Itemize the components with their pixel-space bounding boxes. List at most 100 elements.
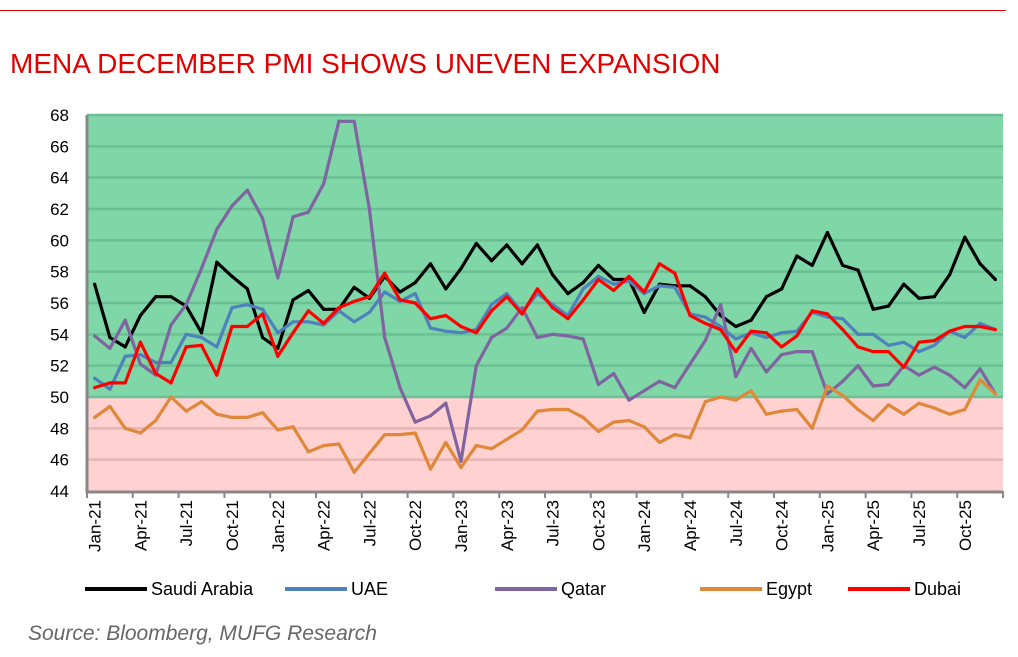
data-point [612, 420, 616, 424]
data-point [627, 274, 631, 278]
data-point [260, 216, 265, 220]
data-point [947, 412, 952, 416]
data-point [398, 386, 402, 390]
data-point [963, 235, 967, 239]
data-point [917, 401, 921, 405]
data-point [764, 331, 768, 335]
x-tick-label: Oct-22 [406, 500, 425, 551]
data-point [978, 262, 982, 266]
data-point [886, 403, 891, 407]
data-point [657, 379, 662, 383]
data-point [108, 346, 112, 351]
data-point [154, 418, 158, 423]
data-point [673, 433, 677, 437]
data-point [199, 331, 204, 335]
x-tick-label: Apr-23 [498, 500, 517, 551]
background-band [87, 115, 1003, 397]
data-point [795, 254, 799, 258]
data-point [184, 332, 188, 336]
data-point [917, 349, 921, 354]
data-point [703, 315, 707, 319]
data-point [352, 470, 356, 474]
y-tick-label: 58 [50, 263, 69, 282]
data-point [688, 313, 692, 318]
x-tick-label: Apr-25 [864, 500, 883, 551]
x-tick-label: Jul-22 [360, 500, 379, 546]
data-point [413, 301, 417, 305]
data-point [642, 310, 646, 314]
data-point [978, 367, 982, 371]
data-point [215, 412, 219, 416]
data-point [612, 282, 616, 286]
x-tick-label: Jan-23 [452, 500, 471, 552]
legend-label: UAE [351, 579, 388, 599]
x-tick-label: Jan-25 [818, 500, 837, 552]
data-point [825, 384, 830, 388]
data-point [657, 440, 662, 445]
data-point [856, 407, 860, 412]
data-point [230, 274, 234, 278]
data-point [764, 370, 768, 374]
data-point [520, 428, 524, 432]
data-point [993, 277, 997, 282]
data-point [581, 337, 585, 341]
data-point [627, 418, 631, 423]
data-point [886, 382, 891, 387]
data-point [657, 262, 662, 266]
data-point [444, 287, 448, 291]
data-point [291, 215, 295, 219]
data-point [825, 392, 830, 396]
data-point [612, 288, 616, 293]
data-point [764, 335, 768, 340]
x-tick-label: Jan-21 [86, 500, 105, 552]
data-point [780, 345, 784, 349]
x-tick-label: Jul-23 [544, 500, 563, 546]
data-point [322, 307, 326, 311]
data-point [108, 335, 112, 340]
data-point [718, 302, 723, 307]
data-point [352, 119, 356, 123]
data-point [169, 323, 173, 327]
data-point [978, 378, 982, 382]
legend-label: Egypt [766, 579, 812, 599]
data-point [978, 324, 982, 329]
x-tick-label: Jul-25 [910, 500, 929, 546]
data-point [825, 230, 830, 235]
data-point [841, 393, 845, 398]
data-point [520, 262, 524, 266]
y-tick-label: 56 [50, 294, 69, 313]
data-point [902, 365, 906, 369]
data-point [932, 365, 936, 369]
data-point [260, 312, 265, 316]
data-point [841, 263, 845, 267]
data-point [230, 306, 234, 310]
legend-label: Dubai [914, 579, 961, 599]
data-point [459, 324, 463, 329]
data-point [642, 290, 646, 294]
data-point [398, 433, 402, 437]
series-line-dubai [94, 262, 996, 390]
data-point [551, 332, 555, 336]
data-point [93, 386, 97, 390]
data-point [123, 354, 127, 358]
data-point [169, 395, 173, 399]
data-point [871, 418, 875, 423]
data-point [749, 318, 753, 322]
data-point [657, 284, 662, 288]
data-point [566, 317, 570, 321]
data-point [886, 343, 891, 347]
data-point [566, 407, 570, 412]
data-point [841, 379, 845, 383]
data-point [459, 465, 463, 470]
data-point [856, 332, 860, 336]
data-point [413, 431, 417, 435]
y-tick-label: 60 [50, 231, 69, 250]
data-point [581, 281, 585, 285]
data-point [306, 210, 310, 214]
data-point [138, 431, 143, 435]
data-point [291, 331, 295, 335]
data-point [642, 425, 646, 429]
y-tick-label: 48 [50, 419, 69, 438]
data-point [841, 328, 845, 332]
series-line-qatar [93, 119, 997, 463]
